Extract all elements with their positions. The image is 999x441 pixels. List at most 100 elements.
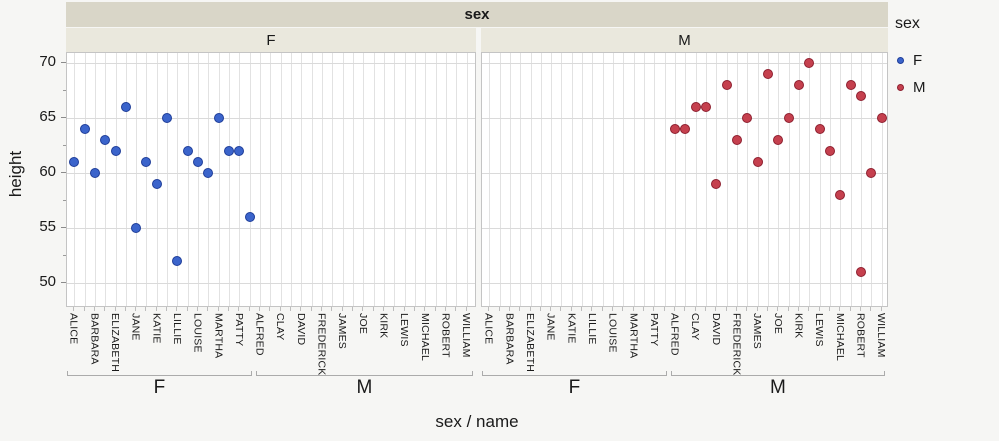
data-point[interactable] bbox=[732, 135, 742, 146]
gridline-vertical bbox=[373, 53, 375, 306]
group-bracket bbox=[67, 371, 252, 376]
data-point[interactable] bbox=[131, 223, 142, 234]
x-tick-mark bbox=[331, 307, 333, 311]
x-tick-mark bbox=[746, 307, 748, 311]
plot-panel-m[interactable] bbox=[481, 52, 888, 307]
data-point[interactable] bbox=[783, 113, 794, 124]
x-name-label: PATTY bbox=[647, 313, 660, 347]
x-name-label: LOUISE bbox=[606, 313, 619, 353]
x-tick-mark bbox=[393, 307, 395, 311]
data-point[interactable] bbox=[193, 157, 204, 168]
legend-item-m-label: M bbox=[913, 78, 926, 96]
data-point[interactable] bbox=[762, 69, 773, 80]
gridline-horizontal bbox=[482, 283, 887, 285]
x-tick-mark bbox=[498, 307, 500, 311]
data-point[interactable] bbox=[100, 135, 111, 146]
y-minor-tick-mark bbox=[63, 89, 66, 91]
data-point[interactable] bbox=[835, 190, 846, 201]
data-point[interactable] bbox=[670, 124, 681, 135]
group-label: M bbox=[356, 377, 373, 398]
data-point[interactable] bbox=[89, 168, 100, 179]
x-tick-mark bbox=[455, 307, 457, 311]
gridline-horizontal bbox=[482, 173, 887, 175]
y-tick-label: 50 bbox=[39, 273, 56, 291]
facet-header-f-label: F bbox=[266, 31, 276, 49]
gridline-vertical bbox=[509, 53, 511, 306]
gridline-vertical bbox=[435, 53, 437, 306]
gridline-vertical bbox=[445, 53, 447, 306]
x-tick-mark bbox=[756, 307, 758, 311]
x-name-label: DAVID bbox=[294, 313, 307, 346]
data-point[interactable] bbox=[804, 58, 815, 69]
gridline-horizontal bbox=[67, 283, 475, 285]
gridline-horizontal bbox=[482, 118, 887, 120]
x-tick-mark bbox=[341, 307, 343, 311]
x-tick-mark bbox=[228, 307, 230, 311]
x-tick-mark bbox=[560, 307, 562, 311]
x-tick-mark bbox=[828, 307, 830, 311]
data-point[interactable] bbox=[680, 124, 691, 135]
data-point[interactable] bbox=[182, 146, 193, 157]
data-point[interactable] bbox=[855, 267, 866, 278]
gridline-vertical bbox=[177, 53, 179, 306]
data-point[interactable] bbox=[690, 102, 701, 113]
data-point[interactable] bbox=[69, 157, 80, 168]
data-point[interactable] bbox=[79, 124, 90, 135]
x-tick-mark bbox=[550, 307, 552, 311]
gridline-vertical bbox=[146, 53, 148, 306]
data-point[interactable] bbox=[866, 168, 877, 179]
data-point[interactable] bbox=[711, 179, 722, 190]
x-tick-mark bbox=[279, 307, 281, 311]
data-point[interactable] bbox=[244, 212, 255, 223]
x-name-label: JANE bbox=[544, 313, 557, 341]
group-bracket bbox=[255, 371, 473, 376]
data-point[interactable] bbox=[814, 124, 825, 135]
data-point[interactable] bbox=[172, 256, 183, 267]
x-tick-mark bbox=[145, 307, 147, 311]
data-point[interactable] bbox=[721, 80, 732, 91]
data-point[interactable] bbox=[701, 102, 712, 113]
data-point[interactable] bbox=[120, 102, 131, 113]
gridline-vertical bbox=[840, 53, 842, 306]
data-point[interactable] bbox=[773, 135, 784, 146]
data-point[interactable] bbox=[151, 179, 162, 190]
x-name-label: ALICE bbox=[67, 313, 80, 345]
x-tick-mark bbox=[217, 307, 219, 311]
y-tick-mark bbox=[61, 172, 66, 174]
y-minor-tick-mark bbox=[63, 144, 66, 146]
data-point[interactable] bbox=[234, 146, 245, 157]
data-point[interactable] bbox=[213, 113, 224, 124]
gridline-vertical bbox=[675, 53, 677, 306]
data-point[interactable] bbox=[162, 113, 173, 124]
x-tick-mark bbox=[539, 307, 541, 311]
y-tick-mark bbox=[61, 62, 66, 64]
data-point[interactable] bbox=[824, 146, 835, 157]
data-point[interactable] bbox=[845, 80, 856, 91]
legend-item-m[interactable]: M bbox=[897, 77, 926, 97]
plot-panel-f[interactable] bbox=[66, 52, 476, 307]
data-point[interactable] bbox=[752, 157, 763, 168]
data-point[interactable] bbox=[110, 146, 121, 157]
gridline-horizontal bbox=[67, 63, 475, 65]
data-point[interactable] bbox=[855, 91, 866, 102]
data-point[interactable] bbox=[141, 157, 152, 168]
x-tick-mark bbox=[674, 307, 676, 311]
x-tick-mark bbox=[434, 307, 436, 311]
data-point[interactable] bbox=[203, 168, 214, 179]
x-tick-mark bbox=[694, 307, 696, 311]
group-label: F bbox=[153, 377, 166, 398]
x-tick-mark bbox=[632, 307, 634, 311]
gridline-vertical bbox=[301, 53, 303, 306]
data-point[interactable] bbox=[742, 113, 753, 124]
x-tick-mark bbox=[93, 307, 95, 311]
x-tick-mark bbox=[238, 307, 240, 311]
x-tick-mark bbox=[300, 307, 302, 311]
data-point[interactable] bbox=[224, 146, 235, 157]
data-point[interactable] bbox=[876, 113, 887, 124]
x-tick-mark bbox=[351, 307, 353, 311]
legend-item-f[interactable]: F bbox=[897, 50, 922, 70]
data-point[interactable] bbox=[793, 80, 804, 91]
legend-swatch-m-icon bbox=[897, 83, 904, 91]
x-tick-mark bbox=[207, 307, 209, 311]
x-tick-mark bbox=[114, 307, 116, 311]
